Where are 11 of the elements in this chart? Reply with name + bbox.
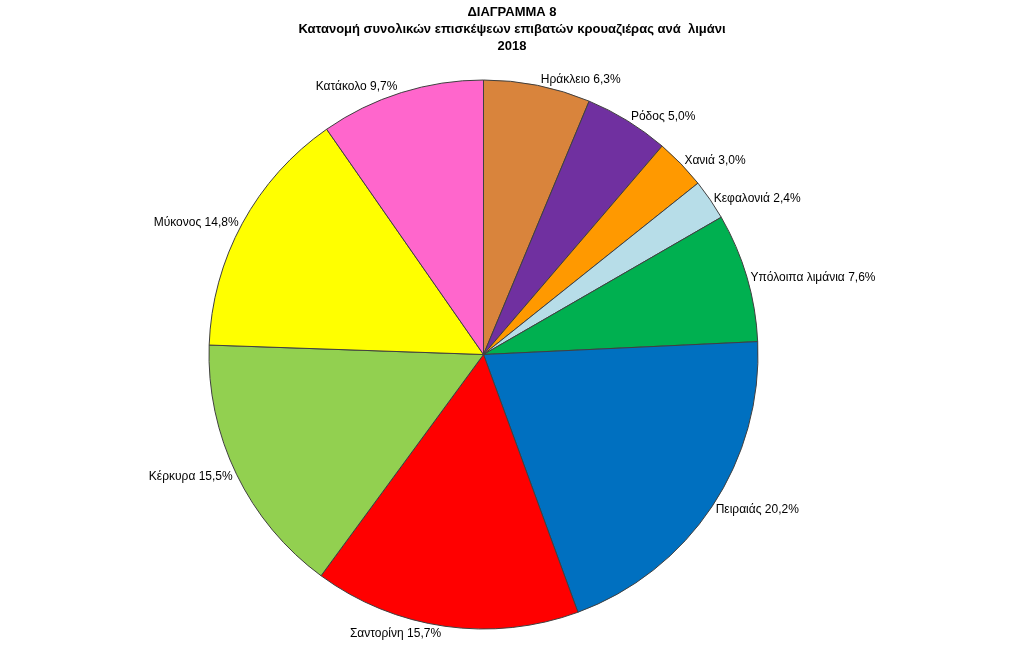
slice-label: Σαντορίνη 15,7% xyxy=(349,626,442,641)
chart-title: ΔΙΑΓΡΑΜΜΑ 8 Κατανομή συνολικών επισκέψεων επιβατών κρουαζιέρας ανά λιμάνι 2018 xyxy=(298,4,726,53)
slice-label: Μύκονος 14,8% xyxy=(153,214,239,229)
slice-label: Ρόδος 5,0% xyxy=(630,108,696,123)
slice-label: Κεφαλονιά 2,4% xyxy=(713,190,801,205)
slice-label: Χανιά 3,0% xyxy=(684,153,746,168)
slice-label: Ηράκλειο 6,3% xyxy=(540,71,621,86)
slice-label: Κέρκυρα 15,5% xyxy=(148,468,234,483)
slice-label: Πειραιάς 20,2% xyxy=(715,501,800,516)
slice-label: Κατάκολο 9,7% xyxy=(315,79,398,94)
slice-label: Υπόλοιπα λιμάνια 7,6% xyxy=(750,269,876,284)
